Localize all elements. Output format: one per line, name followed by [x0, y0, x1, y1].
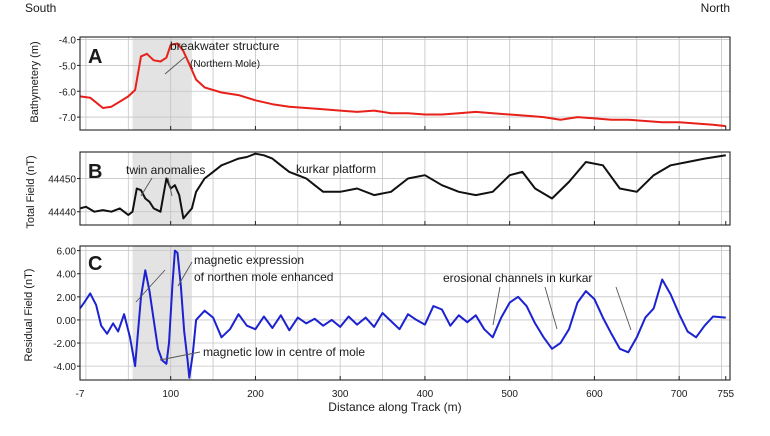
x-tick-label: 755: [717, 389, 734, 400]
series-line-b: [79, 152, 726, 220]
annotation-breakwater-sub: (Northern Mole): [190, 59, 260, 70]
annotation-mag-leader-left: [135, 269, 166, 303]
x-tick-label: 600: [586, 389, 603, 400]
annotation-kurkar-platform: kurkar platform: [296, 162, 376, 176]
panel-c: C Residual Field (nT) 6.00 4.00 2.00 0.00 -2…: [23, 245, 731, 381]
annotation-mag-leader-right: [177, 261, 193, 287]
annotation-breakwater: breakwater structure (Northern Mole): [164, 39, 280, 75]
panel-a-ylabel: Bathymetery (m): [29, 41, 41, 122]
annotation-twin: twin anomalies: [126, 163, 205, 197]
label-north: North: [701, 1, 730, 15]
x-tick-label: 300: [332, 389, 349, 400]
panel-b-letter: B: [88, 161, 102, 183]
y-tick-label: -2.00: [53, 339, 76, 350]
shaded-mole-region: [132, 37, 192, 130]
annotation-erosional-leader-2: [544, 286, 558, 330]
annotation-breakwater-title: breakwater structure: [170, 39, 280, 53]
series-line-c: [79, 249, 726, 379]
annotation-mag-low-leader: [159, 351, 201, 361]
y-tick-label: -7.0: [59, 113, 77, 124]
x-tick-label: 400: [417, 389, 434, 400]
annotation-erosional-label: erosional channels in kurkar: [443, 271, 592, 285]
y-tick-label: -4.00: [53, 362, 76, 373]
y-tick-label: 44450: [48, 175, 76, 186]
panel-b: B Total Field (nT) 44450 44440: [25, 151, 731, 229]
y-tick-label: 6.00: [57, 247, 77, 258]
x-axis-title: Distance along Track (m): [328, 400, 461, 414]
panel-c-ylabel: Residual Field (nT): [23, 269, 35, 362]
annotation-mag-line1: magnetic expression: [194, 253, 304, 267]
x-tick-label: -7: [76, 389, 85, 400]
annotation-twin-leader-right: [167, 177, 173, 197]
annotation-twin-leader-left: [140, 177, 153, 197]
annotation-mag-low-label: magnetic low in centre of mole: [203, 345, 365, 359]
annotation-erosional: erosional channels in kurkar: [443, 271, 632, 331]
annotation-mag-low: magnetic low in centre of mole: [159, 345, 365, 361]
panel-frame: [79, 245, 731, 381]
annotation-erosional-leader-3: [615, 286, 632, 331]
y-tick-label: -4.0: [59, 36, 77, 47]
y-tick-label: 2.00: [57, 293, 77, 304]
annotation-breakwater-leader: [164, 56, 186, 75]
y-tick-label: 44440: [48, 208, 76, 219]
annotation-mag-expression: magnetic expression of northen mole enha…: [135, 253, 333, 303]
x-tick-label: 100: [162, 389, 179, 400]
x-tick-label: 200: [247, 389, 264, 400]
panel-frame: [79, 36, 731, 131]
panel-a-letter: A: [88, 46, 102, 68]
label-south: South: [25, 1, 56, 15]
panel-frame: [79, 151, 731, 226]
y-tick-label: 4.00: [57, 270, 77, 281]
y-tick-label: -5.0: [59, 61, 77, 72]
panel-c-letter: C: [88, 253, 102, 275]
y-tick-label: 0.00: [57, 316, 77, 327]
x-tick-label: 700: [671, 389, 688, 400]
annotation-mag-line2: of northen mole enhanced: [194, 270, 333, 284]
annotation-erosional-leader-1: [492, 286, 501, 326]
x-axis-ticks: -7 100 200 300 400 500 600 700 755: [76, 389, 735, 400]
y-tick-label: -6.0: [59, 87, 77, 98]
x-tick-label: 500: [501, 389, 518, 400]
series-line-a: [79, 42, 726, 128]
annotation-twin-label: twin anomalies: [126, 163, 205, 177]
panel-b-ylabel: Total Field (nT): [25, 155, 37, 228]
panel-a: A Bathymetery (m) -4.0 -5.0 -6.0 -7.0: [29, 36, 731, 131]
